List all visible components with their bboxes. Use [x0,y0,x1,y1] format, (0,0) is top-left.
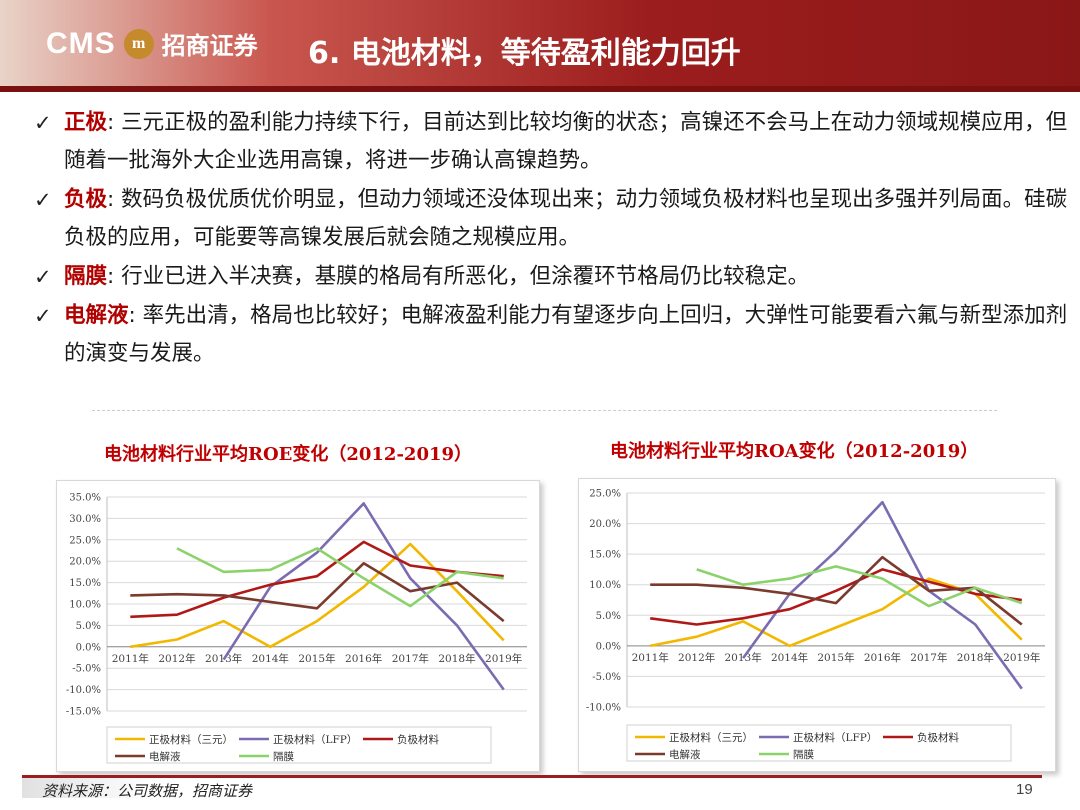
y-tick-label: 0.0% [596,641,621,652]
checkmark-icon: ✓ [34,304,52,328]
bullet-sep: : [107,187,122,212]
checkmark-icon: ✓ [34,111,52,135]
y-tick-label: 25.0% [589,489,621,500]
bullet-list: ✓ 正极: 三元正极的盈利能力持续下行，目前达到比较均衡的状态；高镍还不会马上在… [34,104,1074,374]
page-title: 6. 电池材料，等待盈利能力回升 [308,36,741,71]
y-tick-label: 30.0% [69,514,101,525]
bullet-key: 负极 [64,187,108,212]
logo-mark-icon: m [123,28,154,59]
legend-box [626,724,1012,762]
x-tick-label: 2012年 [678,651,715,664]
legend-label: 正极材料（LFP） [273,733,357,746]
footer-line [22,775,1042,778]
legend-label: 正极材料（LFP） [793,731,877,744]
y-tick-label: 20.0% [69,557,101,568]
roa-chart-svg: 25.0% 20.0% 15.0% 10.0% 5.0% 0.0% -5.0% -10.0% 2… [586,489,1045,762]
y-tick-label: 25.0% [69,535,101,546]
bullet-anode: ✓ 负极: 数码负极优质优价明显，但动力领域还没体现出来；动力领域负极材料也呈现… [34,181,1074,257]
y-tick-label: -15.0% [66,707,101,718]
x-tick-label: 2011年 [112,652,149,665]
x-tick-label: 2015年 [817,651,854,664]
x-tick-label: 2015年 [298,652,335,665]
x-tick-label: 2017年 [910,651,947,664]
bullet-text: 三元正极的盈利能力持续下行，目前达到比较均衡的状态；高镍还不会马上在动力领域规模… [64,110,1068,173]
bullet-sep: : [107,110,122,135]
x-tick-label: 2012年 [158,652,195,665]
series-line [696,565,1023,608]
bullet-text: 数码负极优质优价明显，但动力领域还没体现出来；动力领域负极材料也呈现出多强并列局… [64,187,1068,250]
checkmark-icon: ✓ [34,265,52,289]
roe-chart-svg: 35.0% 30.0% 25.0% 20.0% 15.0% 10.0% 5.0% 0.0% -5… [66,493,527,764]
bullet-sep: : [128,303,143,328]
y-tick-label: -5.0% [72,664,101,675]
roe-chart: 35.0% 30.0% 25.0% 20.0% 15.0% 10.0% 5.0% 0.0% -5… [56,480,540,772]
x-tick-label: 2018年 [438,652,475,665]
x-tick-label: 2011年 [632,651,669,664]
y-tick-label: -5.0% [592,672,621,683]
y-tick-label: 10.0% [589,580,621,591]
bullet-separator: ✓ 隔膜: 行业已进入半决赛，基膜的格局有所恶化，但涂覆环节格局仍比较稳定。 [34,258,1074,296]
bullet-cathode: ✓ 正极: 三元正极的盈利能力持续下行，目前达到比较均衡的状态；高镍还不会马上在… [34,104,1074,180]
roa-chart: 25.0% 20.0% 15.0% 10.0% 5.0% 0.0% -5.0% -10.0% 2… [578,478,1056,772]
bullet-electrolyte: ✓ 电解液: 率先出清，格局也比较好；电解液盈利能力有望逐步向上回归，大弹性可能… [34,297,1074,373]
legend-label: 隔膜 [273,751,294,763]
series-line [650,555,1023,626]
series-line [130,542,505,649]
y-tick-label: 10.0% [69,600,101,611]
series-line [222,502,505,691]
legend-label: 隔膜 [793,749,814,761]
logo-company-name: 招商证券 [161,32,258,60]
series-line [130,562,505,623]
watermark [22,776,152,798]
legend-box [106,726,492,764]
legend-label: 正极材料（三元） [669,731,753,744]
x-tick-label: 2016年 [345,652,382,665]
header-banner: CMS m 招商证券 6. 电池材料，等待盈利能力回升 [0,0,1080,92]
y-tick-label: 20.0% [589,519,621,530]
brand-logo: CMS m 招商证券 [46,26,258,61]
series-line [176,547,504,608]
x-tick-label: 2018年 [957,651,994,664]
y-tick-label: 5.0% [76,621,101,632]
y-tick-label: 15.0% [589,550,621,561]
header-underline [0,86,1080,92]
logo-text: CMS [46,26,116,60]
legend-label: 电解液 [669,748,701,761]
x-tick-label: 2019年 [1003,651,1040,664]
roa-chart-title: 电池材料行业平均ROA变化（2012-2019） [610,441,979,462]
y-tick-label: 15.0% [69,578,101,589]
bullet-sep: : [107,264,122,289]
x-tick-label: 2014年 [252,652,289,665]
bullet-key: 正极 [64,110,108,135]
bullet-text: 行业已进入半决赛，基膜的格局有所恶化，但涂覆环节格局仍比较稳定。 [121,264,810,289]
page-number: 19 [1016,781,1033,798]
checkmark-icon: ✓ [34,188,52,212]
x-tick-label: 2016年 [864,651,901,664]
bullet-key: 隔膜 [64,264,108,289]
legend-label: 电解液 [149,750,181,763]
y-tick-label: 0.0% [76,642,101,653]
series-line [130,540,504,619]
x-tick-label: 2017年 [392,652,429,665]
y-tick-label: -10.0% [586,703,621,714]
y-tick-label: 5.0% [596,611,621,622]
legend-label: 负极材料 [397,733,439,746]
source-note: 资料来源：公司数据，招商证券 [42,782,253,800]
section-divider [92,410,997,411]
legend-label: 负极材料 [917,731,959,744]
legend-label: 正极材料（三元） [149,733,233,746]
roe-chart-title: 电池材料行业平均ROE变化（2012-2019） [104,444,473,465]
y-tick-label: 35.0% [69,493,101,504]
x-tick-label: 2019年 [485,652,522,665]
bullet-key: 电解液 [64,303,129,328]
x-tick-label: 2014年 [771,651,808,664]
bullet-text: 率先出清，格局也比较好；电解液盈利能力有望逐步向上回归，大弹性可能要看六氟与新型… [64,303,1068,366]
y-tick-label: -10.0% [66,685,101,696]
